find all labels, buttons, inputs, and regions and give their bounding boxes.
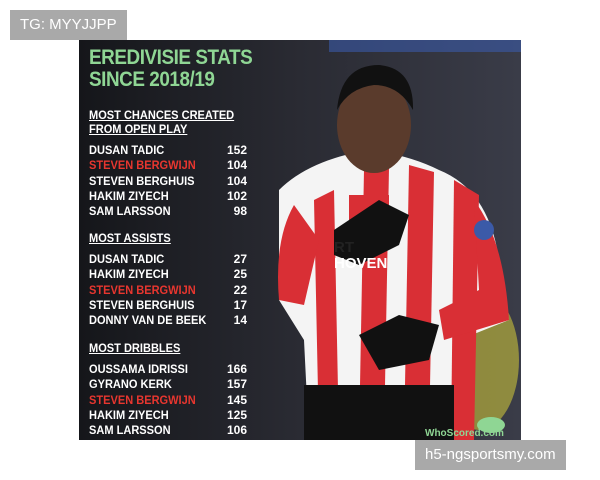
stat-value: 152 bbox=[226, 143, 247, 157]
glove bbox=[334, 200, 409, 265]
badge bbox=[474, 220, 494, 240]
stat-value: 104 bbox=[226, 173, 247, 188]
stat-value: 17 bbox=[233, 297, 247, 312]
photo: RT HOVEN bbox=[79, 40, 521, 440]
player-name: OUSSAMA IDRISSI bbox=[89, 362, 188, 376]
player-name: GYRANO KERK bbox=[89, 377, 172, 392]
shirt-text: RT bbox=[334, 239, 354, 256]
stat-value: 22 bbox=[233, 282, 247, 297]
section-heading: FROM OPEN PLAY bbox=[89, 122, 188, 136]
stat-value: 106 bbox=[226, 423, 247, 438]
watermark: TG: MYYJJPP bbox=[10, 10, 127, 40]
player-name: STEVEN BERGHUIS bbox=[89, 297, 195, 312]
logo bbox=[477, 417, 505, 433]
shirt-text: HOVEN bbox=[334, 255, 387, 272]
player-name: SAM LARSSON bbox=[89, 204, 171, 219]
stat-value: 145 bbox=[226, 392, 247, 407]
hair bbox=[337, 65, 414, 110]
section-heading: MOST CHANCES CREATED bbox=[89, 108, 235, 122]
left-sleeve bbox=[278, 205, 319, 305]
player-name: HAKIM ZIYECH bbox=[89, 407, 169, 422]
stadium-light bbox=[329, 40, 521, 52]
player-name: STEVEN BERGHUIS bbox=[89, 173, 195, 188]
stat-value: 27 bbox=[233, 252, 247, 266]
credit: WhoScored.com bbox=[425, 428, 504, 439]
section-heading: MOST DRIBBLES bbox=[89, 341, 181, 355]
stat-value: 98 bbox=[233, 204, 247, 219]
glove bbox=[359, 315, 439, 370]
player-name: STEVEN BERGWIJN bbox=[89, 282, 196, 297]
stat-value: 102 bbox=[226, 188, 247, 203]
section-heading: MOST ASSISTS bbox=[89, 231, 171, 245]
watermark: h5-ngsportsmy.com bbox=[415, 440, 566, 470]
player-name: HAKIM ZIYECH bbox=[89, 267, 169, 282]
stat-value: 104 bbox=[226, 158, 247, 173]
stat-value: 157 bbox=[226, 377, 247, 392]
player-name: DONNY VAN DE BEEK bbox=[89, 313, 207, 328]
player-name: DUSAN TADIC bbox=[89, 143, 165, 157]
stat-value: 166 bbox=[226, 362, 247, 376]
player-name: STEVEN BERGWIJN bbox=[89, 158, 196, 173]
stat-value: 125 bbox=[226, 407, 247, 422]
player-name: STEVEN BERGWIJN bbox=[89, 392, 196, 407]
stat-value: 25 bbox=[233, 267, 247, 282]
title: EREDIVISIE STATS bbox=[89, 46, 253, 69]
player-name: SAM LARSSON bbox=[89, 423, 171, 438]
player-name: HAKIM ZIYECH bbox=[89, 188, 169, 203]
head bbox=[337, 77, 411, 173]
title: SINCE 2018/19 bbox=[89, 68, 215, 91]
infographic: RT HOVEN EREDIVISIE STATS SINCE 2018/19 MO… bbox=[79, 40, 521, 440]
stat-value: 14 bbox=[233, 313, 247, 328]
player-name: DUSAN TADIC bbox=[89, 252, 165, 266]
shorts bbox=[304, 385, 454, 440]
